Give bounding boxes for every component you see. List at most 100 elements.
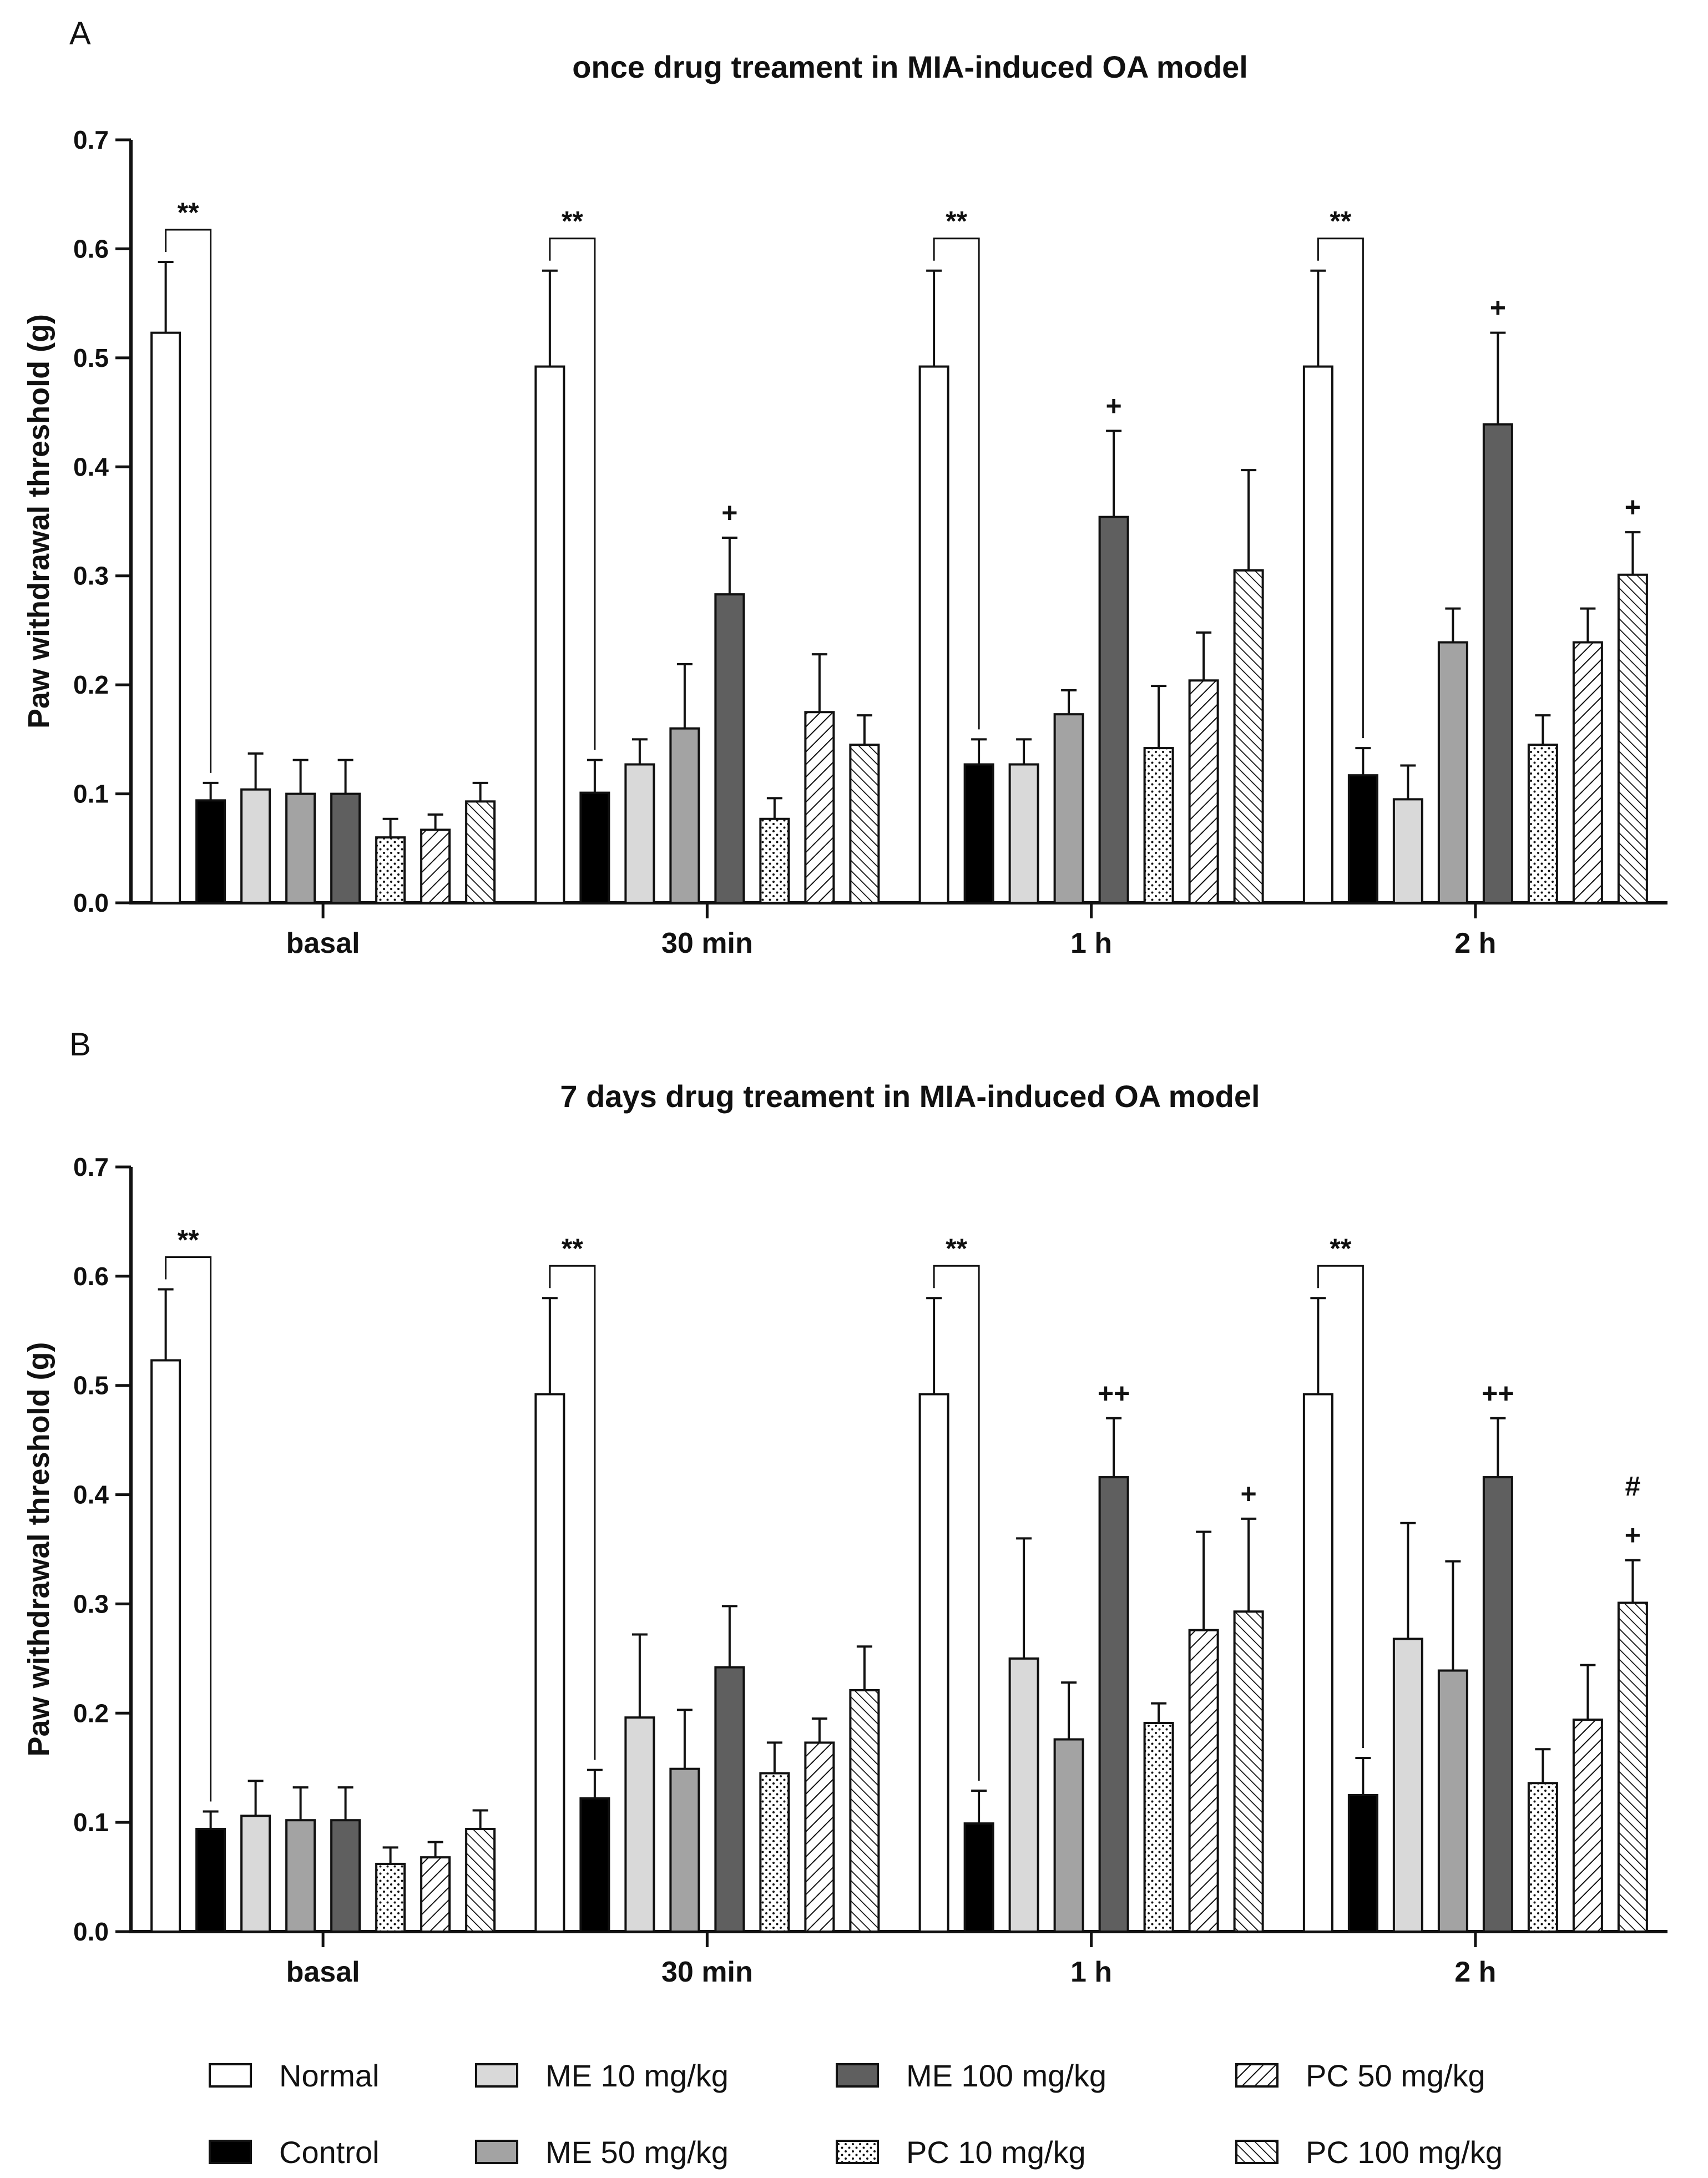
x-category-label: 30 min: [661, 927, 753, 959]
y-tick-label: 0.7: [73, 1153, 109, 1181]
bar: [534, 365, 565, 904]
bar: [195, 799, 226, 904]
bar: [759, 1772, 790, 1933]
y-tick-label: 0.6: [73, 234, 109, 263]
y-axis-title: Paw withdrawal threshold (g): [22, 314, 55, 729]
bar: [420, 1856, 451, 1933]
bar: [1143, 1722, 1174, 1933]
y-tick-label: 0.2: [73, 670, 109, 699]
bar: [849, 744, 880, 904]
x-category-label: 30 min: [661, 1956, 753, 1988]
bar: [804, 711, 835, 904]
y-tick-label: 0.2: [73, 1699, 109, 1727]
bar: [150, 331, 181, 904]
bar: [240, 1815, 271, 1933]
bar: [1617, 1601, 1648, 1933]
bar: [420, 828, 451, 904]
significance-mark: +: [1625, 492, 1641, 523]
bar: [624, 763, 655, 904]
significance-mark: +: [1490, 292, 1506, 324]
x-category-label: 2 h: [1454, 1956, 1496, 1988]
bar: [918, 1393, 949, 1933]
bar: [330, 1819, 361, 1933]
significance-bracket: [549, 1265, 596, 1760]
bar: [285, 792, 316, 904]
bar: [579, 1797, 610, 1933]
significance-bracket: [1317, 237, 1364, 739]
legend-label: ME 10 mg/kg: [545, 2058, 729, 2093]
y-tick-label: 0.4: [73, 1480, 109, 1509]
bar: [1572, 641, 1603, 904]
legend-swatch: [475, 2140, 518, 2164]
legend-label: PC 10 mg/kg: [906, 2135, 1086, 2170]
bar: [759, 817, 790, 904]
significance-label: **: [1330, 206, 1351, 237]
legend-swatch: [209, 2140, 252, 2164]
significance-mark: ++: [1098, 1378, 1130, 1409]
plot-area-a: 0.0 0.1 0.2 0.3 0.4 0.5 0.6 0.7 Paw withdrawal t…: [22, 125, 1667, 959]
bar: [150, 1359, 181, 1933]
legend-label: ME 50 mg/kg: [545, 2135, 729, 2170]
chart-panel-a: A once drug treament in MIA-induced OA m…: [22, 16, 1667, 959]
y-tick-label: 0.6: [73, 1262, 109, 1291]
bar: [1347, 774, 1378, 904]
chart-title-b: 7 days drug treament in MIA-induced OA m…: [560, 1079, 1260, 1114]
y-tick-label: 0.4: [73, 452, 109, 481]
bar: [285, 1819, 316, 1933]
y-axis-title: Paw withdrawal threshold (g): [22, 1342, 55, 1756]
legend-swatch: [1235, 2140, 1279, 2164]
significance-label: **: [562, 1233, 583, 1264]
significance-bracket: [165, 1256, 212, 1802]
significance-label: **: [1330, 1233, 1351, 1264]
bar: [375, 1862, 406, 1933]
y-tick-label: 0.1: [73, 1808, 109, 1837]
bar: [1302, 1393, 1333, 1933]
bar: [1233, 569, 1264, 904]
bar: [1437, 1669, 1468, 1933]
panel-letter-b: B: [69, 1027, 91, 1063]
bar: [579, 791, 610, 904]
bar: [465, 800, 496, 904]
bar: [1392, 1638, 1423, 1933]
bar: [714, 1666, 745, 1933]
significance-label: **: [178, 1224, 199, 1255]
bar: [918, 365, 949, 904]
bar: [375, 836, 406, 904]
x-category-label: 2 h: [1454, 927, 1496, 959]
y-tick-label: 0.5: [73, 1371, 109, 1400]
legend-label: PC 50 mg/kg: [1306, 2058, 1485, 2093]
y-tick-label: 0.5: [73, 343, 109, 372]
significance-bracket: [933, 237, 980, 730]
bar: [534, 1393, 565, 1933]
significance-mark: ++: [1482, 1378, 1514, 1409]
x-category-label: basal: [286, 1956, 360, 1988]
bar: [1008, 1657, 1039, 1933]
bar: [1482, 1476, 1513, 1933]
significance-bracket: [165, 229, 212, 773]
significance-mark: +: [1106, 390, 1122, 421]
bar: [1392, 798, 1423, 904]
bar: [465, 1827, 496, 1933]
bar: [1053, 713, 1084, 904]
significance-bracket: [933, 1265, 980, 1781]
y-tick-label: 0.1: [73, 780, 109, 808]
bar: [804, 1741, 835, 1933]
significance-bracket: [1317, 1265, 1364, 1748]
bar: [1098, 1476, 1129, 1933]
legend-label: PC 100 mg/kg: [1306, 2135, 1503, 2170]
bar: [1188, 1629, 1219, 1933]
y-tick-label: 0.0: [73, 1917, 109, 1946]
bar: [1617, 573, 1648, 904]
bar: [669, 727, 700, 904]
panel-letter-a: A: [69, 16, 91, 52]
bar: [1143, 747, 1174, 904]
significance-mark: +: [721, 497, 737, 528]
bar: [669, 1767, 700, 1933]
bar: [1437, 641, 1468, 904]
bar: [1233, 1610, 1264, 1933]
bar: [963, 763, 994, 904]
significance-label: **: [946, 206, 967, 237]
bar: [1572, 1719, 1603, 1933]
y-tick-label: 0.7: [73, 125, 109, 154]
significance-bracket: [549, 237, 596, 750]
